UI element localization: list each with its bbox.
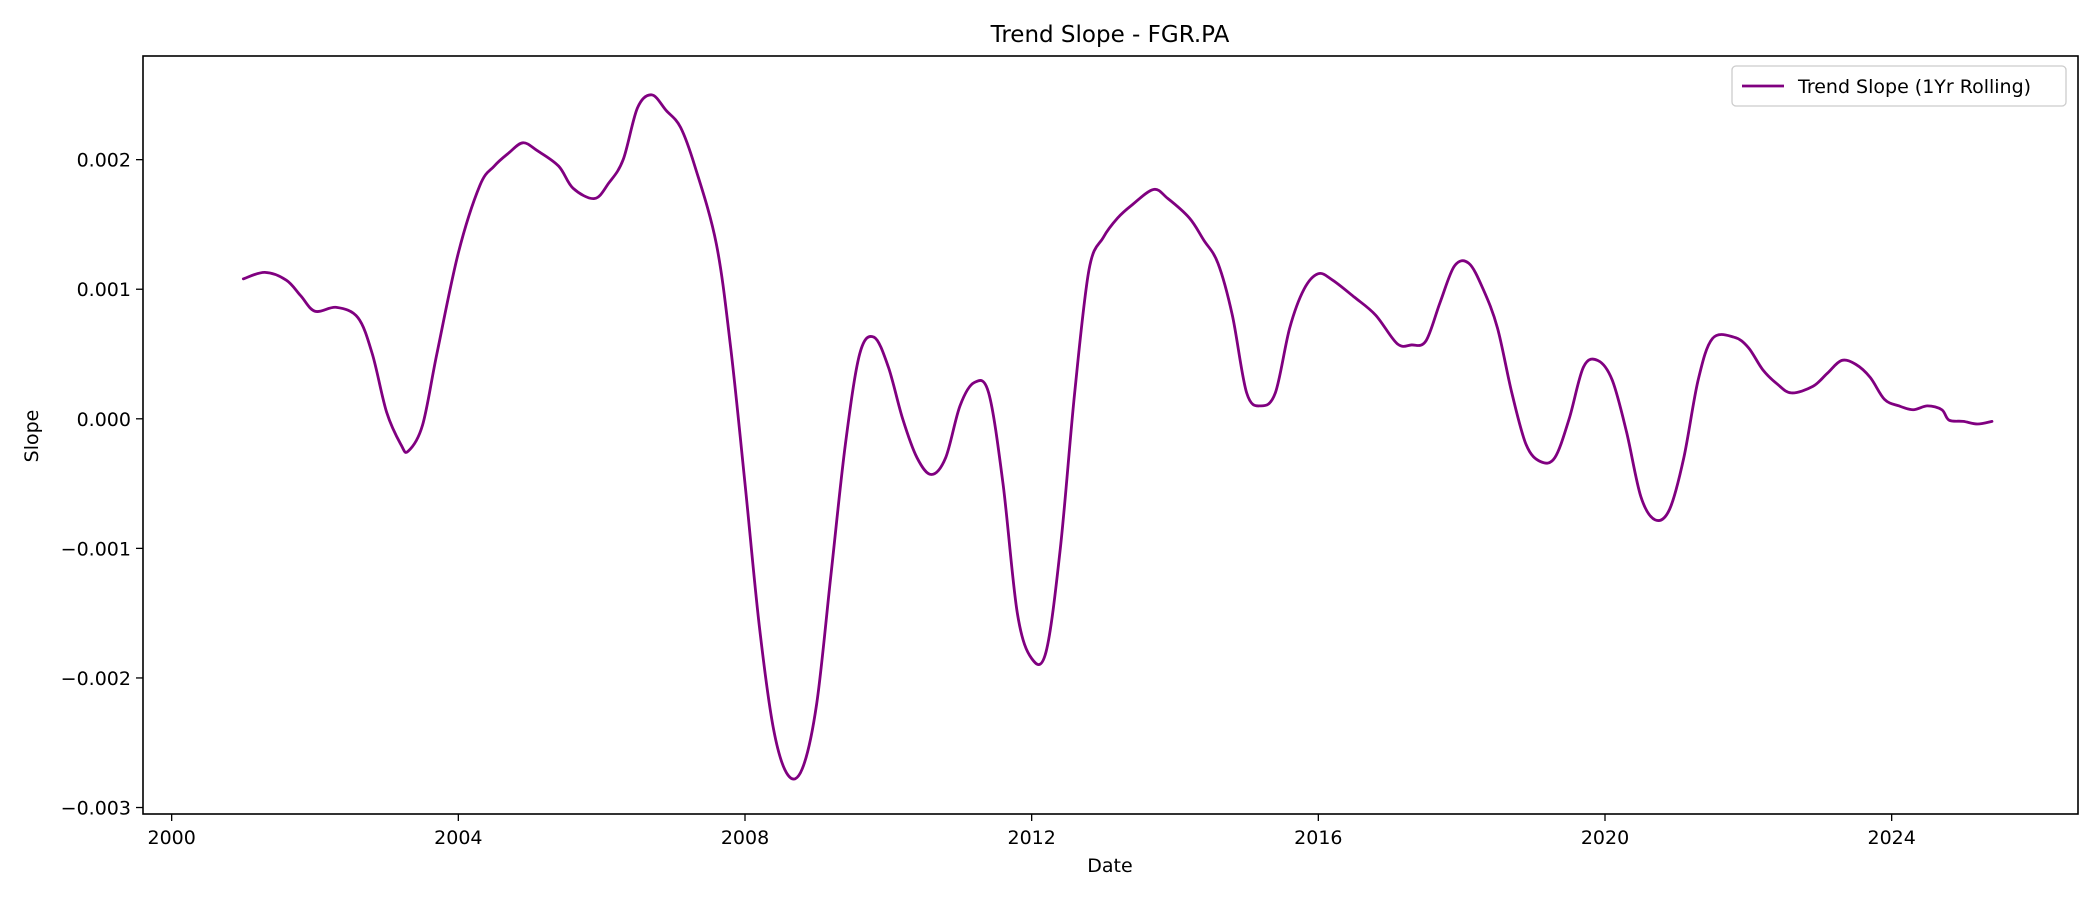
plot-area: [241, 93, 1994, 781]
chart-title: Trend Slope - FGR.PA: [990, 22, 1230, 48]
y-axis: −0.003 −0.002 −0.001 0.000 0.001 0.002: [61, 150, 143, 820]
x-tick-label: 2024: [1867, 827, 1915, 849]
legend: Trend Slope (1Yr Rolling): [1731, 65, 2067, 107]
x-tick-label: 2020: [1581, 827, 1629, 849]
series-line-trend-slope: [241, 93, 1994, 781]
x-axis: 2000 2004 2008 2012 2016 2020 2024: [147, 814, 1916, 849]
legend-label: Trend Slope (1Yr Rolling): [1797, 76, 2031, 98]
y-axis-label: Slope: [21, 410, 43, 463]
y-tick-label: 0.002: [77, 150, 131, 172]
x-tick-label: 2016: [1294, 827, 1342, 849]
x-tick-label: 2012: [1007, 827, 1055, 849]
y-tick-label: −0.003: [61, 798, 131, 820]
legend-box: [1731, 65, 2067, 107]
y-tick-label: 0.000: [77, 409, 131, 431]
x-tick-label: 2004: [434, 827, 482, 849]
x-axis-label: Date: [1087, 855, 1132, 877]
y-tick-label: −0.002: [61, 668, 131, 690]
plot-frame: [142, 55, 2079, 815]
x-tick-label: 2008: [721, 827, 769, 849]
y-tick-label: 0.001: [77, 279, 131, 301]
x-tick-label: 2000: [147, 827, 195, 849]
y-tick-label: −0.001: [61, 538, 131, 560]
